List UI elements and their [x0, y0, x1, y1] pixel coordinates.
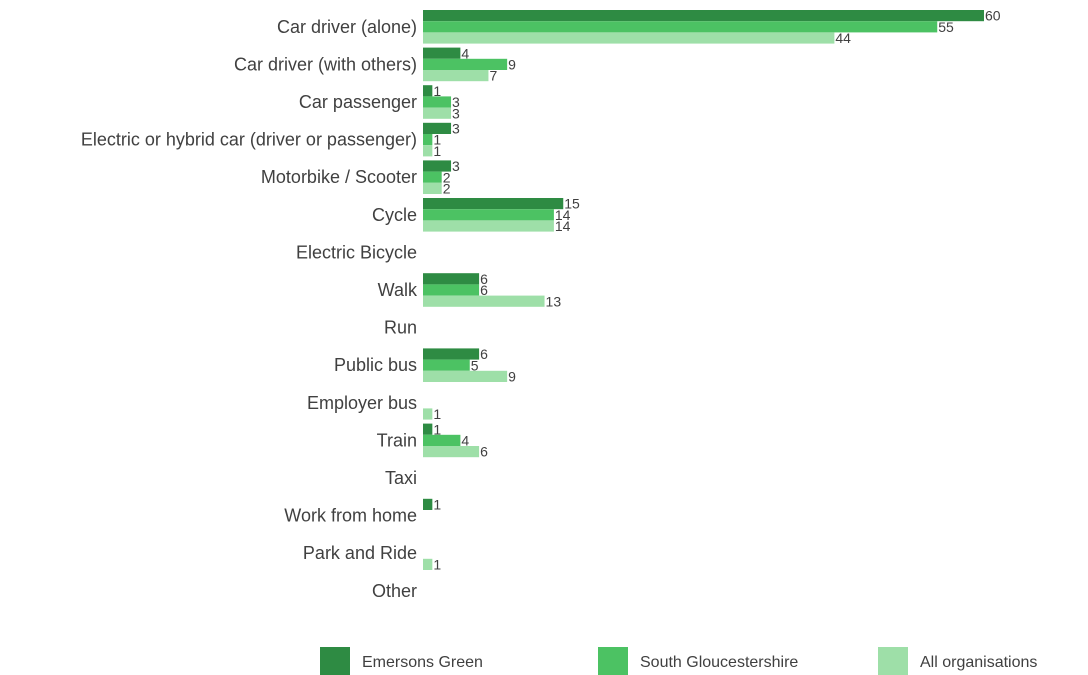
legend-label-south-gloucestershire: South Gloucestershire: [640, 654, 798, 671]
data-label-south-gloucestershire-car-driver-alone: 55: [938, 19, 954, 35]
bar-all-organisations-park-and-ride: [423, 558, 433, 570]
data-label-south-gloucestershire-train: 4: [461, 433, 469, 449]
data-label-all-organisations-car-driver-with-others: 7: [489, 68, 497, 84]
legend-swatch-all-organisations: [878, 647, 908, 675]
data-label-emersons-green-car-driver-alone: 60: [985, 8, 1001, 24]
data-label-all-organisations-electric-or-hybrid-car-driver-or-passenger: 1: [433, 143, 441, 159]
category-label-walk: Walk: [378, 280, 418, 300]
data-label-south-gloucestershire-walk: 6: [480, 282, 488, 298]
category-label-taxi: Taxi: [385, 468, 417, 488]
bar-all-organisations-car-driver-with-others: [423, 70, 489, 82]
legend-label-all-organisations: All organisations: [920, 654, 1037, 671]
bar-south-gloucestershire-car-passenger: [423, 96, 452, 108]
legend-item-south-gloucestershire: South Gloucestershire: [598, 647, 798, 675]
bar-all-organisations-electric-or-hybrid-car-driver-or-passenger: [423, 145, 433, 157]
data-label-all-organisations-train: 6: [480, 444, 488, 460]
legend-label-emersons-green: Emersons Green: [362, 654, 483, 671]
bar-south-gloucestershire-electric-or-hybrid-car-driver-or-passenger: [423, 134, 433, 146]
bar-south-gloucestershire-car-driver-alone: [423, 21, 938, 33]
data-label-all-organisations-park-and-ride: 1: [433, 557, 441, 573]
data-label-all-organisations-public-bus: 9: [508, 369, 516, 385]
category-label-park-and-ride: Park and Ride: [303, 543, 417, 563]
bar-emersons-green-car-driver-alone: [423, 10, 984, 22]
category-label-run: Run: [384, 318, 417, 338]
category-label-train: Train: [377, 430, 417, 450]
legend-item-all-organisations: All organisations: [878, 647, 1037, 675]
category-label-work-from-home: Work from home: [284, 506, 417, 526]
legend-swatch-emersons-green: [320, 647, 350, 675]
data-label-all-organisations-car-passenger: 3: [452, 105, 460, 121]
data-label-all-organisations-employer-bus: 1: [433, 406, 441, 422]
bar-emersons-green-public-bus: [423, 348, 480, 360]
legend-swatch-south-gloucestershire: [598, 647, 628, 675]
category-label-electric-bicycle: Electric Bicycle: [296, 242, 417, 262]
bar-emersons-green-electric-or-hybrid-car-driver-or-passenger: [423, 122, 452, 134]
data-label-emersons-green-train: 1: [433, 421, 441, 437]
bar-all-organisations-motorbike-scooter: [423, 182, 442, 194]
data-label-south-gloucestershire-motorbike-scooter: 2: [443, 169, 451, 185]
data-label-south-gloucestershire-public-bus: 5: [471, 357, 479, 373]
data-label-emersons-green-car-passenger: 1: [433, 83, 441, 99]
legend: Emersons Green South Gloucestershire All o…: [320, 647, 1037, 675]
bar-south-gloucestershire-motorbike-scooter: [423, 171, 442, 183]
bar-south-gloucestershire-public-bus: [423, 359, 470, 371]
category-label-car-passenger: Car passenger: [299, 92, 417, 112]
data-label-emersons-green-walk: 6: [480, 271, 488, 287]
category-label-employer-bus: Employer bus: [307, 393, 417, 413]
bar-emersons-green-train: [423, 423, 433, 435]
bar-emersons-green-cycle: [423, 198, 564, 210]
data-label-all-organisations-cycle: 14: [555, 218, 571, 234]
bar-all-organisations-walk: [423, 295, 545, 307]
data-label-emersons-green-motorbike-scooter: 3: [452, 158, 460, 174]
data-label-emersons-green-work-from-home: 1: [433, 497, 441, 513]
bar-emersons-green-work-from-home: [423, 498, 433, 510]
data-label-south-gloucestershire-cycle: 14: [555, 207, 571, 223]
bar-south-gloucestershire-walk: [423, 284, 480, 296]
data-label-all-organisations-walk: 13: [546, 293, 562, 309]
data-label-emersons-green-cycle: 15: [564, 196, 580, 212]
data-label-emersons-green-public-bus: 6: [480, 346, 488, 362]
bar-all-organisations-employer-bus: [423, 408, 433, 420]
data-label-all-organisations-motorbike-scooter: 2: [443, 181, 451, 197]
data-label-south-gloucestershire-electric-or-hybrid-car-driver-or-passenger: 1: [433, 132, 441, 148]
bar-emersons-green-car-driver-with-others: [423, 47, 461, 59]
bar-emersons-green-motorbike-scooter: [423, 160, 452, 172]
data-label-emersons-green-electric-or-hybrid-car-driver-or-passenger: 3: [452, 121, 460, 137]
bar-all-organisations-car-driver-alone: [423, 32, 835, 44]
bar-south-gloucestershire-cycle: [423, 209, 554, 221]
category-label-car-driver-alone: Car driver (alone): [277, 17, 417, 37]
category-label-other: Other: [372, 581, 417, 601]
bar-all-organisations-cycle: [423, 220, 554, 232]
bar-all-organisations-public-bus: [423, 370, 508, 382]
data-label-all-organisations-car-driver-alone: 44: [835, 30, 851, 46]
category-label-public-bus: Public bus: [334, 355, 417, 375]
bar-all-organisations-car-passenger: [423, 107, 452, 119]
bar-emersons-green-car-passenger: [423, 85, 433, 97]
bar-south-gloucestershire-car-driver-with-others: [423, 58, 508, 70]
bar-emersons-green-walk: [423, 273, 480, 285]
bar-all-organisations-train: [423, 446, 480, 458]
category-label-electric-or-hybrid-car-driver-or-passenger: Electric or hybrid car (driver or passen…: [81, 130, 417, 150]
bar-south-gloucestershire-train: [423, 434, 461, 446]
legend-item-emersons-green: Emersons Green: [320, 647, 483, 675]
data-label-emersons-green-car-driver-with-others: 4: [461, 45, 469, 61]
category-label-motorbike-scooter: Motorbike / Scooter: [261, 167, 417, 187]
category-label-car-driver-with-others: Car driver (with others): [234, 54, 417, 74]
category-label-cycle: Cycle: [372, 205, 417, 225]
data-label-south-gloucestershire-car-passenger: 3: [452, 94, 460, 110]
data-label-south-gloucestershire-car-driver-with-others: 9: [508, 57, 516, 73]
